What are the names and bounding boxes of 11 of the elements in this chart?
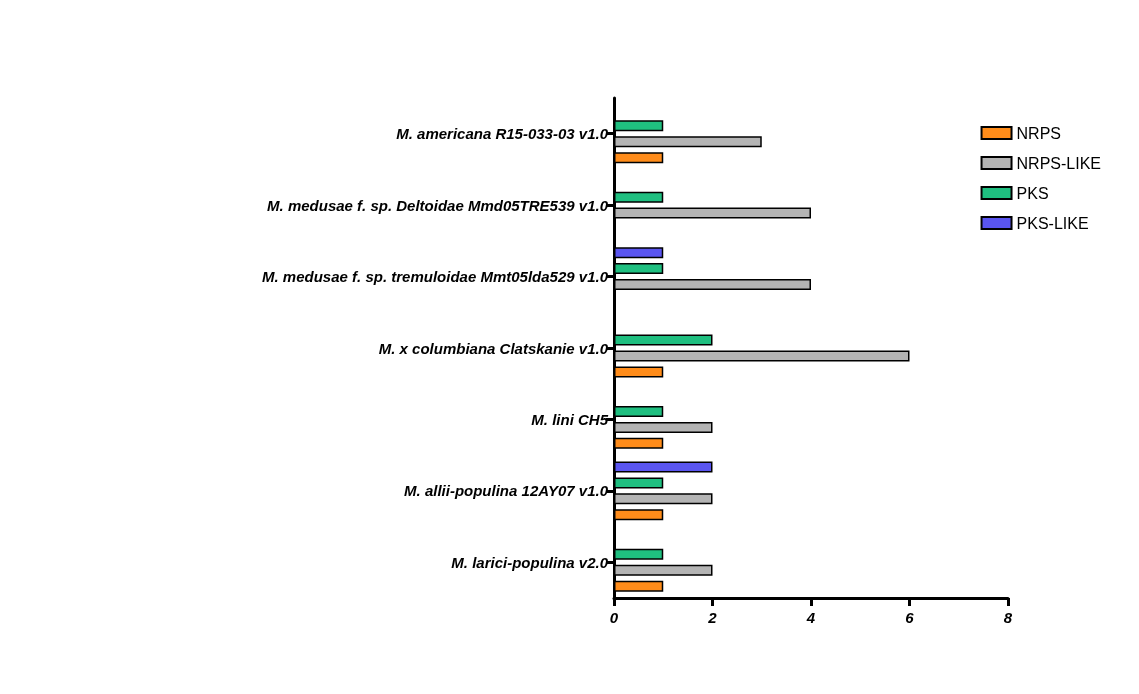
y-tick-label: M. allii-populina 12AY07 v1.0	[404, 482, 609, 500]
x-tick-label: 4	[805, 609, 816, 626]
y-tick-label: M. lini CH5	[531, 410, 609, 428]
x-tick-label: 8	[1003, 609, 1013, 626]
x-tick-label: 0	[609, 609, 619, 626]
x-tick-label: 6	[905, 609, 915, 626]
legend-label: NRPS	[1016, 124, 1061, 142]
x-tick-label: 2	[707, 609, 718, 626]
legend-label: PKS-LIKE	[1016, 214, 1089, 232]
legend-label: NRPS-LIKE	[1016, 154, 1101, 172]
legend-label: PKS	[1016, 184, 1049, 202]
